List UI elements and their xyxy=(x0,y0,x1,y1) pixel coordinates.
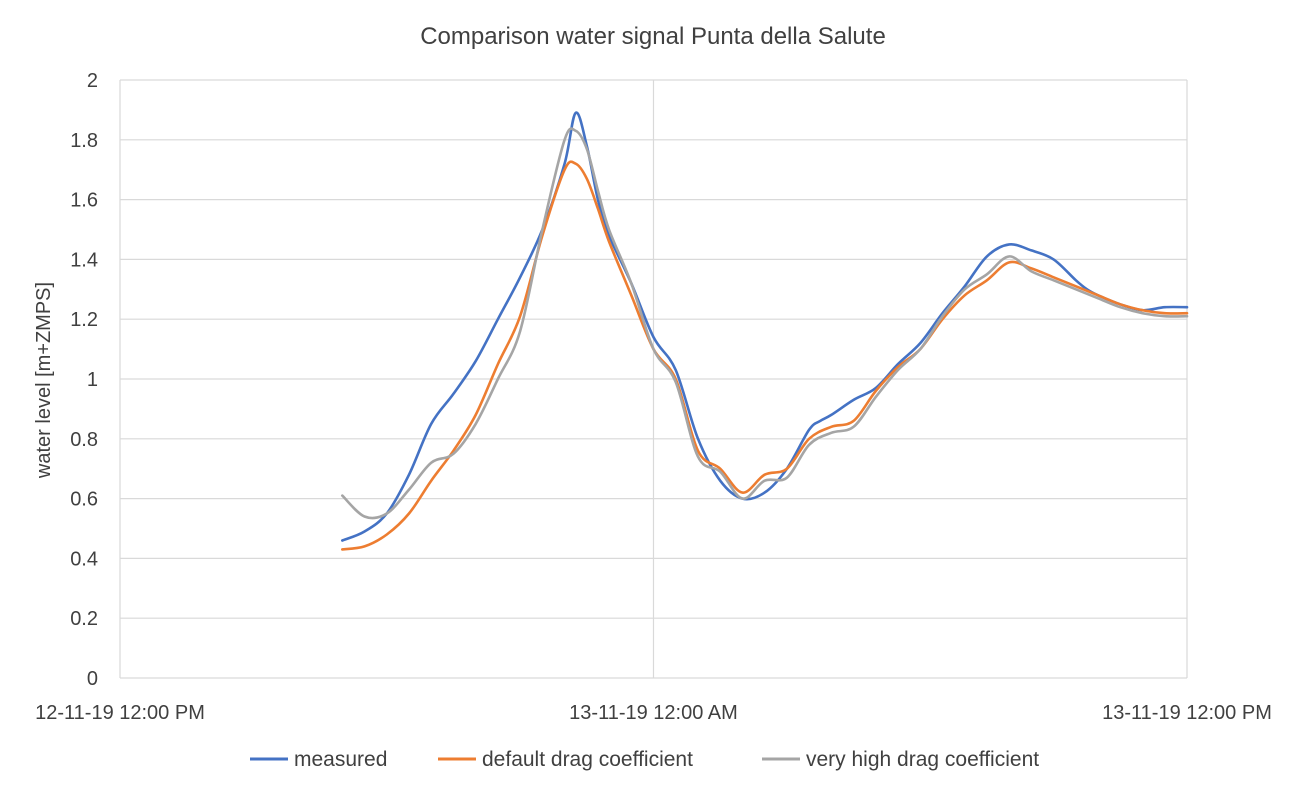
y-axis-label: water level [m+ZMPS] xyxy=(33,282,55,479)
y-tick-label: 1.6 xyxy=(70,190,98,212)
series-lines xyxy=(341,111,1189,551)
y-tick-label: 2 xyxy=(87,70,98,92)
x-axis-ticks: 12-11-19 12:00 PM 13-11-19 12:00 AM 13-11-… xyxy=(35,702,1272,724)
legend-label: default drag coefficient xyxy=(482,748,693,771)
gridlines xyxy=(119,79,1188,679)
x-tick-label: 13-11-19 12:00 AM xyxy=(569,702,738,724)
legend-label: very high drag coefficient xyxy=(806,748,1039,771)
y-tick-label: 1.2 xyxy=(70,309,98,331)
y-tick-label: 0.6 xyxy=(70,489,98,511)
x-tick-label: 12-11-19 12:00 PM xyxy=(35,702,205,724)
y-tick-label: 0.8 xyxy=(70,429,98,451)
series-line-default-drag-coefficient xyxy=(341,160,1189,551)
legend-item: default drag coefficient xyxy=(438,748,693,771)
series-line-very-high-drag-coefficient xyxy=(341,127,1189,520)
y-tick-label: 0.4 xyxy=(70,548,98,570)
y-tick-label: 1.4 xyxy=(70,249,98,271)
y-axis-ticks: 0 0.2 0.4 0.6 0.8 1 1.2 1.4 1.6 1.8 2 xyxy=(70,70,98,690)
legend-label: measured xyxy=(294,748,387,771)
legend-item: very high drag coefficient xyxy=(762,748,1039,771)
y-tick-label: 1 xyxy=(87,369,98,391)
chart-title: Comparison water signal Punta della Salu… xyxy=(420,23,886,50)
y-tick-label: 0.2 xyxy=(70,608,98,630)
y-tick-label: 0 xyxy=(87,668,98,690)
legend: measured default drag coefficient very hig… xyxy=(250,748,1039,771)
series-line-measured xyxy=(341,111,1189,542)
y-tick-label: 1.8 xyxy=(70,130,98,152)
x-tick-label: 13-11-19 12:00 PM xyxy=(1102,702,1272,724)
legend-item: measured xyxy=(250,748,387,771)
